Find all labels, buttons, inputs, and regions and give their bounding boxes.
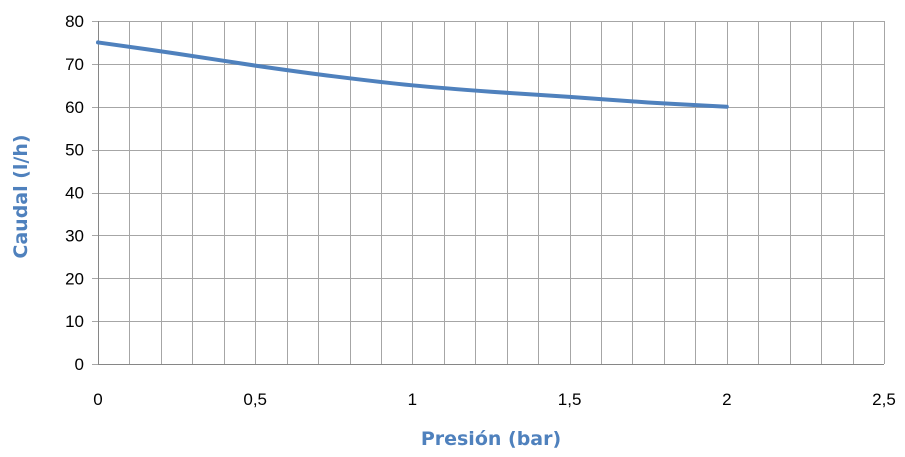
grid	[92, 21, 885, 365]
y-tick-label: 20	[65, 269, 84, 288]
y-tick-label: 0	[75, 355, 84, 374]
x-tick-label: 2,5	[872, 390, 896, 409]
series-layer	[96, 40, 729, 109]
x-tick-label: 2	[722, 390, 731, 409]
y-tick-label: 10	[65, 312, 84, 331]
y-tick-label: 50	[65, 141, 84, 160]
y-tick-labels: 0 10 20 30 40 50 60 70 80	[65, 12, 84, 374]
y-tick-label: 80	[65, 12, 84, 31]
y-axis-title: Caudal (l/h)	[10, 134, 32, 258]
x-tick-labels: 0 0,5 1 1,5 2 2,5	[93, 390, 896, 409]
x-tick-label: 1	[408, 390, 417, 409]
axes	[98, 21, 884, 365]
series-line	[96, 40, 729, 109]
y-tick-label: 30	[65, 226, 84, 245]
x-tick-label: 0	[93, 390, 102, 409]
y-tick-label: 60	[65, 98, 84, 117]
x-tick-label: 1,5	[558, 390, 582, 409]
x-axis-title: Presión (bar)	[421, 428, 561, 450]
x-tick-label: 0,5	[243, 390, 267, 409]
y-tick-label: 70	[65, 55, 84, 74]
y-tick-label: 40	[65, 184, 84, 203]
